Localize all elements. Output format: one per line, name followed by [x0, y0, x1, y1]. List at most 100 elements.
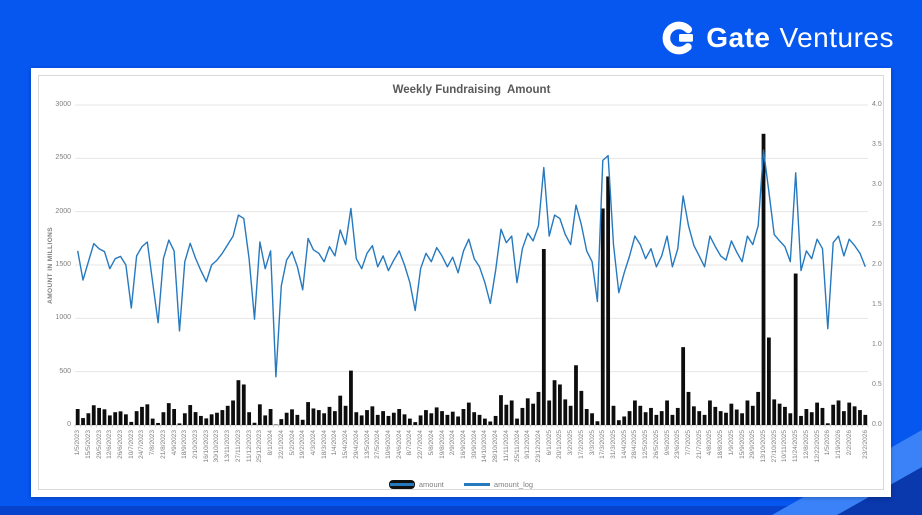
bar [863, 414, 868, 425]
x-tick-label: 18/9/2023 [181, 430, 189, 459]
bar [483, 418, 487, 425]
bar [499, 395, 503, 425]
bar [418, 415, 423, 425]
bar [793, 273, 798, 425]
legend-item-amount-log[interactable]: amount_log [463, 480, 533, 489]
bar [488, 421, 493, 425]
bar [241, 384, 246, 425]
x-tick-label: 15/4/2024 [342, 430, 350, 459]
bar [611, 405, 616, 425]
y-tick-label-right: 0.0 [872, 421, 882, 428]
x-tick-label: 13/10/2025 [760, 430, 768, 463]
bar [397, 409, 402, 425]
bar [504, 404, 509, 425]
bar [590, 413, 594, 425]
bar [391, 412, 396, 425]
x-tick-label: 13/11/2023 [224, 430, 232, 463]
bar [381, 411, 385, 425]
bar [750, 405, 755, 425]
bar [365, 410, 369, 425]
bar [831, 404, 836, 425]
bar [547, 400, 552, 425]
bar [836, 400, 841, 425]
bar [193, 412, 198, 425]
bar [766, 337, 771, 425]
x-tick-label: 13/5/2024 [363, 430, 371, 459]
bar [558, 384, 562, 425]
x-tick-label: 10/11/2025 [781, 430, 789, 463]
bar [306, 402, 310, 425]
gate-ventures-logo: Gate Ventures [661, 20, 894, 56]
bar [595, 421, 600, 425]
bar [756, 391, 761, 425]
bar [520, 407, 525, 425]
bar [124, 414, 128, 425]
y-tick-label-right: 4.0 [872, 101, 882, 108]
bar [729, 403, 734, 425]
x-tick-label: 2/10/2023 [192, 430, 200, 459]
y-tick-label-right: 2.5 [872, 221, 882, 228]
bar [466, 402, 471, 425]
bar [81, 418, 85, 425]
x-tick-label: 3/3/2025 [588, 430, 596, 456]
bar [841, 411, 846, 425]
legend-label-amount: amount [418, 480, 444, 489]
bar [279, 419, 284, 425]
chart-frame-border [38, 75, 884, 490]
bar [563, 399, 568, 425]
bar [600, 208, 605, 425]
y-tick-label-left: 1000 [55, 314, 71, 322]
x-tick-label: 29/4/2024 [352, 430, 360, 459]
bar [268, 409, 273, 425]
bar [584, 409, 589, 425]
bar [188, 405, 193, 425]
bar [338, 395, 343, 425]
bar [552, 380, 557, 425]
x-tick-label: 21/7/2025 [695, 430, 703, 459]
x-tick-label: 22/1/2024 [277, 430, 285, 459]
bar [204, 418, 209, 425]
bar [290, 409, 294, 425]
bar [472, 412, 477, 425]
bar [343, 405, 348, 425]
logo-brand-text: Gate [706, 22, 771, 53]
x-tick-label: 4/3/2024 [309, 430, 317, 456]
x-tick-label: 11/11/2024 [502, 430, 510, 462]
x-tick-label: 30/10/2023 [213, 430, 221, 463]
bar [156, 422, 160, 425]
bar [252, 422, 257, 425]
x-tick-label: 15/9/2025 [738, 430, 746, 459]
x-tick-label: 7/8/2023 [149, 430, 157, 456]
x-tick-label: 25/12/2023 [256, 430, 264, 463]
bar [311, 408, 316, 425]
bar [359, 415, 364, 425]
x-tick-label: 4/9/2023 [170, 430, 178, 456]
logo-suffix-text: Ventures [779, 22, 894, 53]
bar [477, 414, 482, 425]
x-tick-label: 12/6/2023 [106, 430, 114, 459]
bar [236, 380, 241, 425]
y-tick-label-left: 1500 [55, 261, 71, 268]
bar [247, 412, 252, 425]
bar [493, 415, 498, 425]
y-tick-label-left: 2500 [55, 154, 71, 162]
bar [643, 412, 648, 425]
bar [257, 404, 262, 425]
bar [799, 415, 803, 425]
x-tick-label: 1/5/2026 [824, 430, 832, 456]
bar [858, 410, 862, 425]
x-tick-label: 14/10/2024 [481, 430, 489, 463]
x-tick-label: 24/7/2023 [138, 430, 146, 459]
x-tick-label: 23/2/2026 [861, 430, 869, 459]
bar [461, 409, 466, 425]
bar [129, 421, 134, 425]
bar [316, 410, 321, 425]
legend-item-amount[interactable]: amount [388, 480, 444, 489]
bar [825, 423, 830, 425]
bar [209, 414, 214, 425]
bar [440, 411, 444, 425]
bar [456, 416, 460, 425]
bar [654, 414, 659, 425]
chart-card: Weekly Fundraising Amount AMOUNT IN MILL… [31, 68, 891, 497]
x-tick-label: 18/8/2025 [717, 430, 725, 459]
